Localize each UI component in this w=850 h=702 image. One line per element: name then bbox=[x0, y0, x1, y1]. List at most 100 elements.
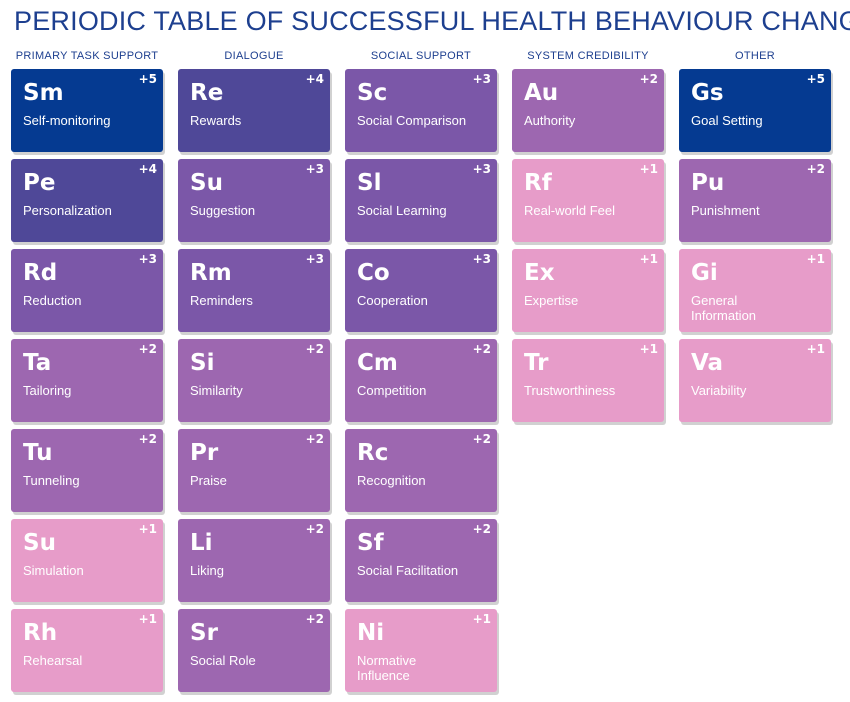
element-name: Rewards bbox=[190, 113, 242, 128]
element-symbol: Gi bbox=[691, 260, 718, 286]
element-score: +5 bbox=[806, 72, 825, 86]
element-name: Social Facilitation bbox=[357, 563, 459, 578]
element-symbol: Pe bbox=[23, 170, 56, 196]
element-name: Goal Setting bbox=[691, 113, 763, 128]
element-tile: Sc +3 Social Comparison bbox=[345, 69, 497, 152]
element-symbol: Sl bbox=[357, 170, 382, 196]
element-symbol: Tu bbox=[23, 440, 53, 466]
element-name: Social Role bbox=[190, 653, 256, 668]
element-symbol: Ni bbox=[357, 620, 385, 646]
element-symbol: Gs bbox=[691, 80, 724, 106]
element-symbol: Si bbox=[190, 350, 215, 376]
element-score: +3 bbox=[305, 162, 324, 176]
element-tile: Gs +5 Goal Setting bbox=[679, 69, 831, 152]
element-name: Reduction bbox=[23, 293, 82, 308]
element-tile: Va +1 Variability bbox=[679, 339, 831, 422]
element-tile: Sr +2 Social Role bbox=[178, 609, 330, 692]
element-symbol: Sm bbox=[23, 80, 64, 106]
element-tile: Ta +2 Tailoring bbox=[11, 339, 163, 422]
column-header-dialogue: DIALOGUE bbox=[224, 50, 284, 62]
element-score: +2 bbox=[138, 342, 157, 356]
element-tile: Sm +5 Self-monitoring bbox=[11, 69, 163, 152]
element-score: +2 bbox=[138, 432, 157, 446]
page-title: PERIODIC TABLE OF SUCCESSFUL HEALTH BEHA… bbox=[14, 6, 850, 36]
element-tile: Sl +3 Social Learning bbox=[345, 159, 497, 242]
element-score: +4 bbox=[138, 162, 157, 176]
element-tile: Re +4 Rewards bbox=[178, 69, 330, 152]
element-name: Expertise bbox=[524, 293, 579, 308]
element-name: Self-monitoring bbox=[23, 113, 111, 128]
element-tile: Au +2 Authority bbox=[512, 69, 664, 152]
element-name: General Information bbox=[691, 293, 757, 323]
element-name: Social Comparison bbox=[357, 113, 467, 128]
element-score: +2 bbox=[305, 522, 324, 536]
element-symbol: Sc bbox=[357, 80, 388, 106]
element-name: Reminders bbox=[190, 293, 253, 308]
element-symbol: Rm bbox=[190, 260, 232, 286]
element-symbol: Su bbox=[190, 170, 223, 196]
element-symbol: Sf bbox=[357, 530, 384, 556]
element-symbol: Rc bbox=[357, 440, 389, 466]
element-score: +2 bbox=[806, 162, 825, 176]
element-tile: Tr +1 Trustworthiness bbox=[512, 339, 664, 422]
element-name: Tailoring bbox=[23, 383, 72, 398]
element-symbol: Ta bbox=[23, 350, 52, 376]
element-score: +2 bbox=[305, 612, 324, 626]
element-symbol: Tr bbox=[524, 350, 549, 376]
element-tile: Ni +1 Normative Influence bbox=[345, 609, 497, 692]
element-name: Praise bbox=[190, 473, 227, 488]
element-name: Simulation bbox=[23, 563, 84, 578]
element-symbol: Rh bbox=[23, 620, 58, 646]
element-score: +1 bbox=[639, 342, 658, 356]
element-score: +2 bbox=[472, 432, 491, 446]
element-name: Suggestion bbox=[190, 203, 256, 218]
element-score: +2 bbox=[639, 72, 658, 86]
column-header-social-support: SOCIAL SUPPORT bbox=[370, 50, 472, 62]
element-name: Similarity bbox=[190, 383, 243, 398]
element-tile: Pr +2 Praise bbox=[178, 429, 330, 512]
element-tile: Rd +3 Reduction bbox=[11, 249, 163, 332]
element-name: Punishment bbox=[691, 203, 760, 218]
element-name: Personalization bbox=[23, 203, 112, 218]
element-tile: Rh +1 Rehearsal bbox=[11, 609, 163, 692]
element-score: +1 bbox=[806, 342, 825, 356]
element-name: Liking bbox=[190, 563, 224, 578]
element-tile: Su +3 Suggestion bbox=[178, 159, 330, 242]
element-tile: Rc +2 Recognition bbox=[345, 429, 497, 512]
element-symbol: Rf bbox=[524, 170, 552, 196]
element-score: +4 bbox=[305, 72, 324, 86]
element-tile: Cm +2 Competition bbox=[345, 339, 497, 422]
element-tile: Rf +1 Real-world Feel bbox=[512, 159, 664, 242]
element-tile: Co +3 Cooperation bbox=[345, 249, 497, 332]
element-tile: Si +2 Similarity bbox=[178, 339, 330, 422]
element-tile: Li +2 Liking bbox=[178, 519, 330, 602]
element-score: +1 bbox=[639, 252, 658, 266]
element-score: +2 bbox=[305, 432, 324, 446]
element-name: Social Learning bbox=[357, 203, 447, 218]
element-score: +5 bbox=[138, 72, 157, 86]
element-tile: Pu +2 Punishment bbox=[679, 159, 831, 242]
element-symbol: Su bbox=[23, 530, 56, 556]
element-score: +1 bbox=[472, 612, 491, 626]
element-symbol: Pu bbox=[691, 170, 725, 196]
element-tile: Rm +3 Reminders bbox=[178, 249, 330, 332]
element-name: Real-world Feel bbox=[524, 203, 616, 218]
element-tile: Gi +1 General Information bbox=[679, 249, 831, 332]
element-symbol: Cm bbox=[357, 350, 398, 376]
element-tile: Ex +1 Expertise bbox=[512, 249, 664, 332]
element-name: Recognition bbox=[357, 473, 426, 488]
element-symbol: Sr bbox=[190, 620, 218, 646]
element-score: +2 bbox=[472, 522, 491, 536]
element-tile: Pe +4 Personalization bbox=[11, 159, 163, 242]
element-symbol: Pr bbox=[190, 440, 219, 466]
element-score: +1 bbox=[138, 612, 157, 626]
element-symbol: Ex bbox=[524, 260, 555, 286]
element-symbol: Au bbox=[524, 80, 559, 106]
element-name: Normative Influence bbox=[357, 653, 417, 683]
element-name: Rehearsal bbox=[23, 653, 83, 668]
element-name: Trustworthiness bbox=[524, 383, 616, 398]
column-header-other: OTHER bbox=[735, 50, 775, 62]
element-name: Tunneling bbox=[23, 473, 80, 488]
element-score: +3 bbox=[305, 252, 324, 266]
element-name: Competition bbox=[357, 383, 427, 398]
